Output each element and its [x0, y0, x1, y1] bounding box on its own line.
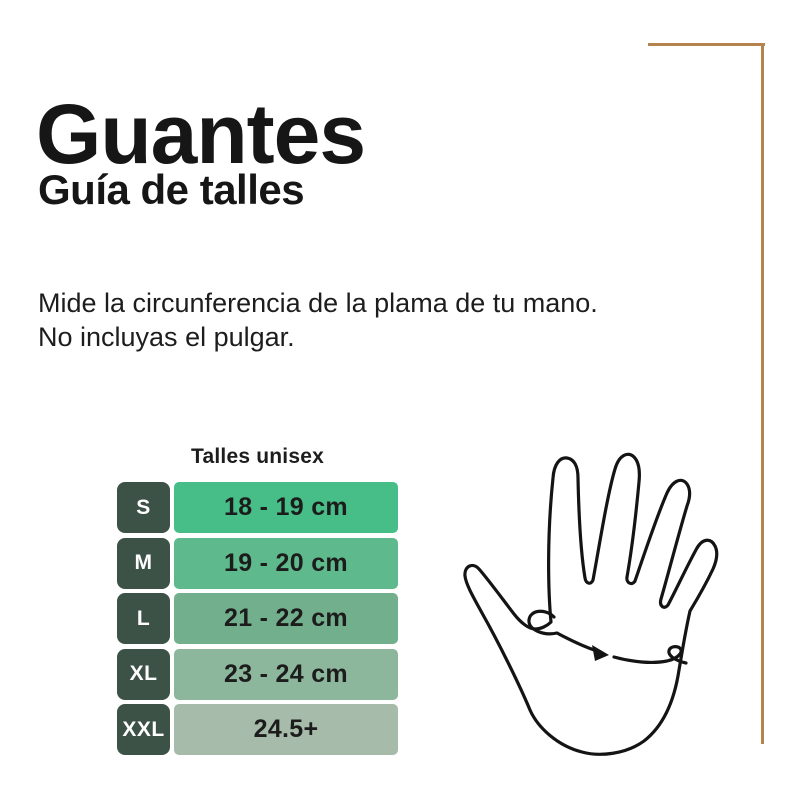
instructions-line-2: No incluyas el pulgar.	[38, 322, 295, 352]
hand-outline-svg	[463, 452, 719, 756]
size-label-badge: M	[117, 537, 170, 589]
measuring-instructions: Mide la circunferencia de la plama de tu…	[38, 286, 598, 354]
hand-outline	[463, 452, 719, 756]
page-subtitle: Guía de talles	[38, 166, 305, 213]
table-row: S 18 - 19 cm	[117, 482, 398, 533]
size-range-cell: 21 - 22 cm	[174, 593, 398, 644]
size-range-cell: 24.5+	[174, 704, 398, 755]
table-row: XL 23 - 24 cm	[117, 648, 398, 700]
measure-arrowhead	[592, 645, 609, 661]
size-label-badge: L	[117, 593, 170, 644]
size-range-cell: 23 - 24 cm	[174, 648, 398, 700]
instructions-line-1: Mide la circunferencia de la plama de tu…	[38, 288, 598, 318]
measure-arrow-left-segment	[527, 609, 599, 653]
measure-arrow-right-segment	[612, 645, 688, 665]
size-table: Talles unisex S 18 - 19 cm M 19 - 20 cm …	[117, 445, 398, 755]
size-range-cell: 19 - 20 cm	[174, 537, 398, 589]
corner-accent-line-vertical	[761, 43, 764, 744]
size-range-cell: 18 - 19 cm	[174, 482, 398, 533]
table-row: L 21 - 22 cm	[117, 593, 398, 644]
size-label-badge: S	[117, 482, 170, 533]
size-table-rows: S 18 - 19 cm M 19 - 20 cm L 21 - 22 cm X…	[117, 482, 398, 755]
table-row: M 19 - 20 cm	[117, 537, 398, 589]
page-title: Guantes	[36, 87, 366, 181]
corner-accent-line-horizontal	[648, 43, 765, 46]
hand-illustration	[430, 420, 760, 800]
size-label-badge: XXL	[117, 704, 170, 755]
size-table-title: Talles unisex	[191, 445, 324, 468]
table-row: XXL 24.5+	[117, 704, 398, 755]
hand-outline-group	[463, 452, 719, 756]
size-label-badge: XL	[117, 648, 170, 700]
